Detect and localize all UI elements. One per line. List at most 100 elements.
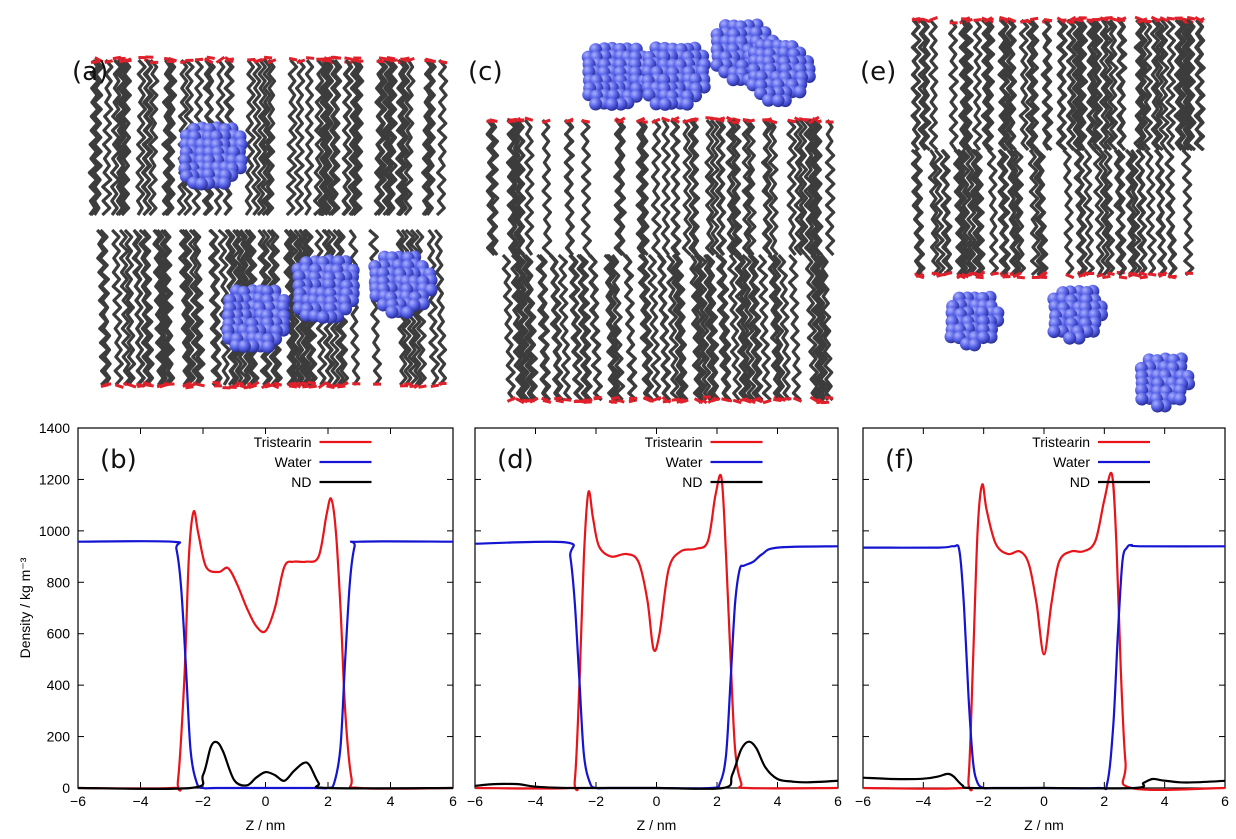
nanodiamond-atom [385,305,399,319]
nanodiamond-atom [1047,325,1061,339]
lipid-chain [771,253,786,402]
headgroup-mark [1167,274,1177,280]
series-line-water [862,543,1226,791]
headgroup-mark [798,117,808,122]
lipid-chain [1124,148,1137,276]
headgroup-mark [260,381,271,390]
headgroup-mark [438,59,448,65]
headgroup-mark [430,383,440,389]
lipid-chain [1116,19,1128,151]
nanodiamond-atom [680,97,694,111]
headgroup-mark [136,382,145,388]
lipid-chain [515,118,526,257]
headgroup-mark [975,275,984,280]
nanodiamond-atom [1151,399,1165,413]
headgroup-mark [787,118,796,124]
lipid-chain [1144,148,1157,277]
nanodiamond-atom [589,97,603,111]
lipid-chain [786,118,798,256]
lipid-chain [568,253,583,402]
headgroup-mark [983,16,993,24]
headgroup-mark [225,57,235,63]
headgroup-mark [581,119,591,124]
y-tick-label: 400 [47,677,71,693]
headgroup-mark [267,58,277,65]
lipid-chain [426,229,440,386]
headgroup-mark [524,116,534,122]
headgroup-mark [1194,16,1204,24]
lipid-chain [373,58,386,217]
lipid-chain [1181,18,1192,151]
lipid-chain [657,254,672,402]
lipid-chain [635,118,647,257]
lipid-chain [548,253,562,401]
nanodiamond-atom [771,94,785,108]
lipid-chain [726,118,738,257]
headgroup-mark [182,381,192,388]
lipid-chain [541,118,553,257]
lipid-chain [563,118,575,256]
lipid-chain [1103,18,1115,152]
x-tick-label: 4 [387,793,395,809]
lipid-chain [971,19,983,151]
lipid-chain [1153,148,1168,277]
headgroup-mark [507,118,516,124]
lipid-chain [948,19,959,151]
lipid-chain [681,119,693,257]
headgroup-mark [1108,16,1118,22]
lipid-chain [798,119,809,257]
lipid-chain [155,229,169,387]
headgroup-mark [679,398,689,404]
series-line-tristearin [862,471,1226,792]
headgroup-mark [1138,17,1148,24]
headgroup-mark [418,384,427,389]
lipid-chain [1098,148,1111,277]
headgroup-mark [296,58,306,64]
lipid-chain [1006,149,1019,277]
nanodiamond-atom [614,97,628,111]
lipid-chain [1033,148,1046,277]
lipid-chain [1042,19,1054,152]
headgroup-mark [1029,16,1039,22]
headgroup-mark [644,395,654,403]
y-tick-label: 0 [62,780,70,796]
lipid-chain [1181,148,1195,277]
nanodiamond-cluster [581,41,651,111]
lipid-chain [162,228,176,387]
headgroup-mark [1056,16,1067,24]
x-tick-label: 6 [834,793,842,809]
headgroup-mark [661,116,671,123]
lipid-chain [1055,18,1067,152]
lipid-chain [996,149,1010,276]
lipid-chain [514,253,528,402]
lipid-chain [421,58,434,216]
headgroup-mark [972,271,982,277]
headgroup-mark [942,271,952,277]
headgroup-mark [263,55,273,60]
headgroup-mark [1138,271,1148,277]
lipid-chain [188,228,202,386]
lipid-chain [1165,18,1177,152]
lipid-chain [1065,18,1077,152]
headgroup-mark [662,399,671,404]
lipid-chain [1013,148,1026,277]
headgroup-mark [555,398,565,404]
nanodiamond-cluster [746,38,816,108]
lipid-chain [1093,148,1105,276]
lipid-chain [687,119,699,257]
headgroup-mark [652,396,662,402]
plot-panel-label: (b) [100,445,137,475]
series-line-nd [77,740,454,791]
lipid-chain [639,254,654,402]
lipid-chain [433,228,448,387]
x-tick-label: −2 [588,793,604,809]
headgroup-mark [563,397,572,402]
lipid-chain [1099,19,1110,152]
lipid-chain [1024,18,1036,152]
lipid-chain [927,149,941,277]
lipid-chain [135,58,147,216]
x-tick-label: 6 [449,793,457,809]
x-tick-label: 2 [324,793,332,809]
headgroup-mark [305,56,315,60]
